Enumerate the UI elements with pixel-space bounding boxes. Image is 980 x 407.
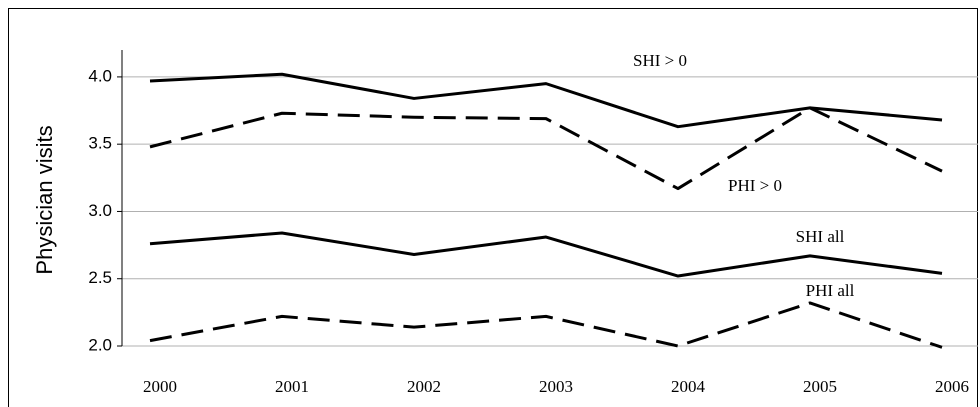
series-line (149, 231, 943, 278)
x-tick-label: 2006 (935, 377, 969, 396)
y-tick-label: 3.5 (88, 134, 112, 153)
y-tick-label: 2.5 (88, 268, 112, 287)
series-line (149, 106, 943, 191)
series-line (149, 301, 943, 349)
series-label: PHI > 0 (728, 176, 782, 195)
x-tick-label: 2004 (671, 377, 706, 396)
y-tick-label: 4.0 (88, 66, 112, 85)
x-tick-label: 2005 (803, 377, 837, 396)
series-label: PHI all (806, 281, 855, 300)
x-tick-label: 2001 (275, 377, 309, 396)
series-label: SHI all (796, 227, 845, 246)
x-tick-label: 2002 (407, 377, 441, 396)
y-tick-label: 2.0 (88, 335, 112, 354)
y-tick-label: 3.0 (88, 201, 112, 220)
chart-border (8, 8, 978, 407)
x-tick-label: 2000 (143, 377, 177, 396)
y-axis-label: Physician visits (32, 125, 57, 274)
x-tick-label: 2003 (539, 377, 573, 396)
series-label: SHI > 0 (633, 51, 687, 70)
